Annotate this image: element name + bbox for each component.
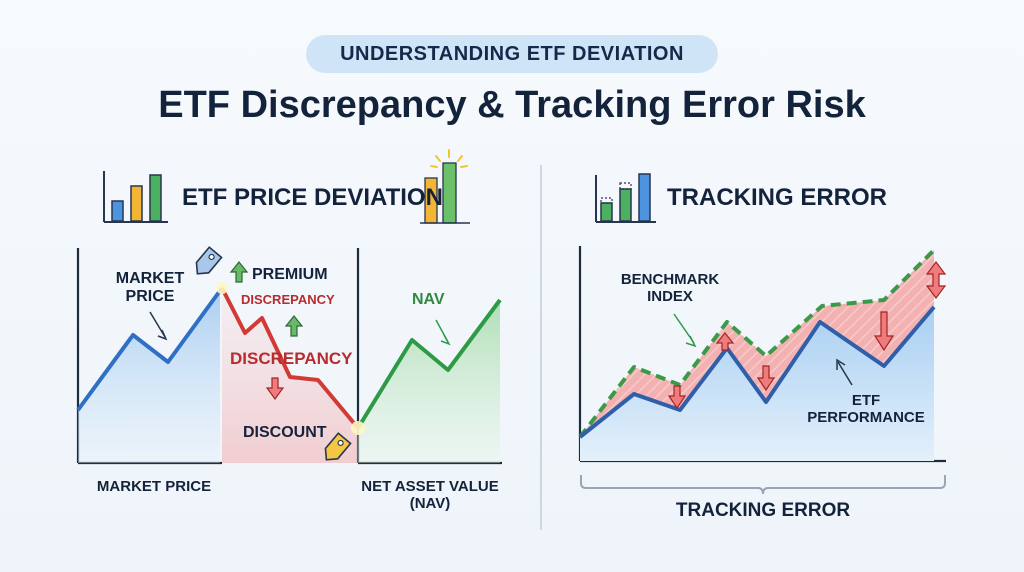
- nav-axis-label: NET ASSET VALUE (NAV): [361, 478, 499, 513]
- right-section-title: TRACKING ERROR: [667, 184, 887, 211]
- nav-label: NAV: [412, 291, 445, 308]
- arrow-updown-icon: [715, 332, 735, 351]
- benchmark-index-label: BENCHMARK INDEX: [620, 271, 720, 306]
- bar-chart-icon: [595, 173, 656, 223]
- arrow-up-icon: [229, 261, 249, 283]
- arrow-down-icon: [265, 377, 285, 401]
- market-price-line: [76, 286, 224, 412]
- discrepancy-small-label: DISCREPANCY: [241, 292, 335, 307]
- bar-chart-icon: [103, 171, 168, 223]
- market-price-label: MARKET PRICE: [115, 270, 185, 306]
- nav-area: [358, 300, 500, 463]
- etf-area: [580, 307, 934, 461]
- arrow-down-icon: [667, 385, 687, 410]
- left-section-title: ETF PRICE DEVIATION: [182, 184, 443, 211]
- etf-line: [578, 305, 936, 439]
- discrepancy-area: [222, 288, 358, 463]
- premium-label: PREMIUM: [252, 266, 328, 283]
- discrepancy-line: [220, 287, 360, 430]
- tracking-error-bracket: [580, 475, 946, 495]
- benchmark-line: [578, 248, 936, 439]
- discrepancy-large-label: DISCREPANCY: [230, 349, 353, 368]
- market-price-area: [78, 288, 220, 463]
- glowing-bar-chart-icon: [420, 149, 470, 224]
- arrow-updown-icon: [925, 261, 947, 299]
- tracking-error-label: TRACKING ERROR: [675, 500, 851, 521]
- arrow-up-icon: [284, 315, 304, 337]
- etf-performance-label: ETF PERFORMANCE: [807, 392, 925, 427]
- tracking-gap-area: [580, 250, 934, 437]
- arrow-down-icon: [873, 311, 895, 352]
- kicker-text: UNDERSTANDING ETF DEVIATION: [340, 42, 684, 65]
- discount-label: DISCOUNT: [243, 424, 327, 441]
- nav-line: [356, 298, 502, 430]
- market-price-axis-label: MARKET PRICE: [96, 478, 212, 495]
- kicker-pill: UNDERSTANDING ETF DEVIATION: [306, 35, 718, 73]
- page-title: ETF Discrepancy & Tracking Error Risk: [158, 84, 866, 126]
- callout-line: [837, 361, 853, 386]
- premium-tag-icon: [195, 246, 223, 275]
- discount-tag-icon: [324, 432, 352, 461]
- arrow-down-icon: [756, 365, 776, 392]
